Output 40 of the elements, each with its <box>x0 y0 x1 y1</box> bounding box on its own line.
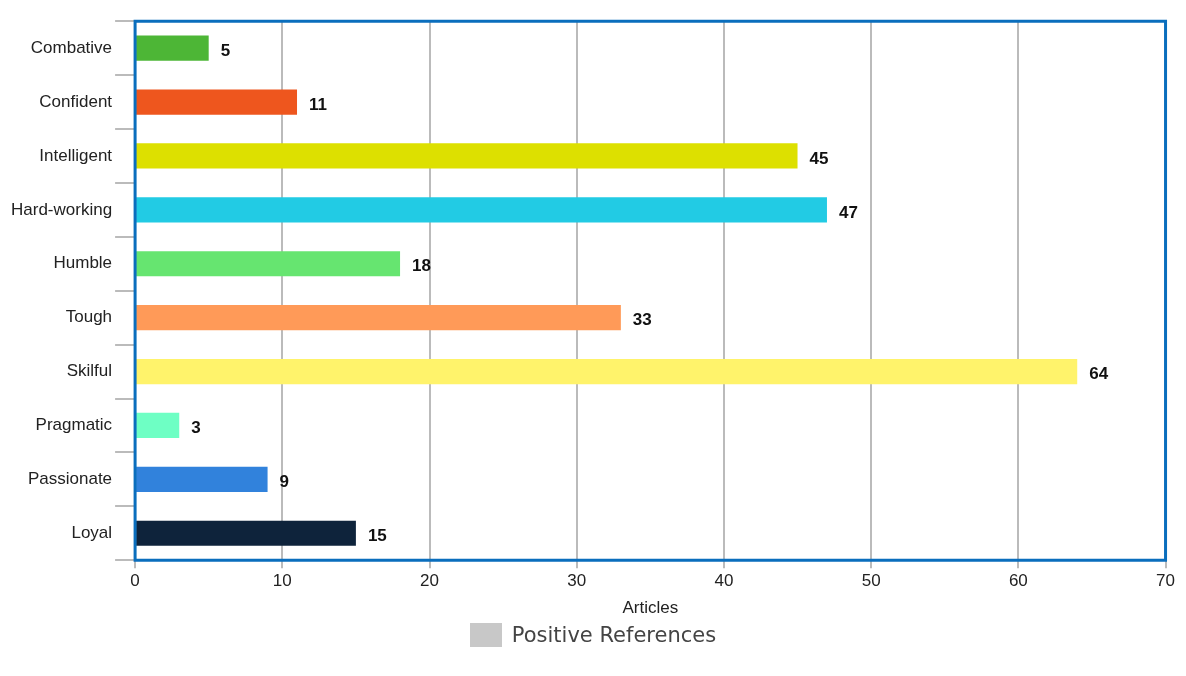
y-tick-label: Passionate <box>27 469 113 489</box>
x-tick-label: 30 <box>567 571 587 591</box>
bar <box>136 251 401 277</box>
y-tick-label: Loyal <box>71 522 113 542</box>
bar <box>136 520 356 546</box>
data-label: 47 <box>838 202 858 222</box>
x-axis-title: Articles <box>622 598 679 618</box>
bar <box>136 305 621 331</box>
data-label: 11 <box>309 94 327 114</box>
x-tick-label: 10 <box>272 571 292 591</box>
x-tick-label: 50 <box>861 571 881 591</box>
data-label: 45 <box>809 148 829 168</box>
x-tick-label: 70 <box>1156 571 1176 591</box>
data-label: 33 <box>632 310 652 330</box>
data-label: 15 <box>367 525 387 545</box>
y-tick-label: Tough <box>65 307 113 327</box>
text: Positive References <box>511 623 717 647</box>
data-label: 64 <box>1089 364 1109 384</box>
x-tick-label: 40 <box>714 571 734 591</box>
y-tick-label: Humble <box>53 253 113 273</box>
y-tick-label: Hard-working <box>10 199 113 219</box>
x-tick-label: 0 <box>130 571 140 591</box>
data-label: 9 <box>279 472 290 492</box>
x-tick-label: 20 <box>420 571 439 591</box>
x-tick-label: 60 <box>1008 571 1028 591</box>
bar <box>136 412 180 439</box>
y-tick-label: Confident <box>39 91 113 111</box>
data-label: 3 <box>191 418 201 438</box>
y-tick-label: Skilful <box>66 361 113 381</box>
bar <box>136 197 827 223</box>
y-tick-label: Combative <box>30 37 113 57</box>
bar <box>136 143 798 169</box>
bar <box>136 466 268 492</box>
bar <box>136 89 298 115</box>
y-tick-label: Pragmatic <box>35 415 113 435</box>
data-label: 18 <box>412 256 431 276</box>
y-tick-label: Intelligent <box>39 145 113 165</box>
bar <box>136 35 209 61</box>
data-label: 5 <box>220 40 231 60</box>
bar <box>136 358 1078 385</box>
